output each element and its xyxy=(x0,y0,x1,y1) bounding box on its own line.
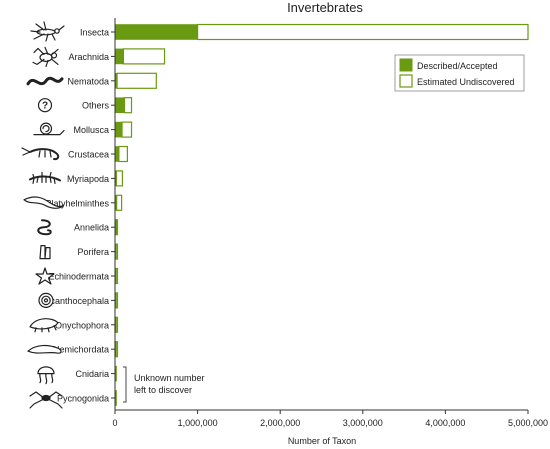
bar-estimated-undiscovered xyxy=(116,72,157,89)
bar-described-accepted xyxy=(114,24,198,40)
icon-part xyxy=(32,171,56,184)
x-tick-label: 2,000,000 xyxy=(260,418,300,428)
x-tick-label: 0 xyxy=(112,418,117,428)
icon-part xyxy=(39,245,51,260)
icon-part xyxy=(30,21,65,42)
category-label: Echinodermata xyxy=(48,272,109,282)
legend-swatch-undiscovered xyxy=(399,74,413,88)
bar-described-accepted xyxy=(114,121,123,138)
acorn-worm-icon xyxy=(27,344,62,354)
category-label: Acanthocephala xyxy=(44,296,109,306)
bar-described-accepted xyxy=(114,146,120,162)
icon-part xyxy=(21,147,52,158)
icon-part xyxy=(38,292,54,308)
question-icon: ? xyxy=(37,98,53,113)
x-tick-label: 4,000,000 xyxy=(425,418,465,428)
x-tick-label: 5,000,000 xyxy=(508,418,548,428)
spider-icon xyxy=(32,46,59,68)
legend-swatch-described xyxy=(399,58,413,72)
category-label: Insecta xyxy=(80,28,109,38)
category-label: Pycnogonida xyxy=(57,394,109,404)
icon-part xyxy=(39,122,53,135)
bar-described-accepted xyxy=(114,97,125,113)
x-tick-label: 1,000,000 xyxy=(178,418,218,428)
category-label: Hemichordata xyxy=(53,345,109,355)
bar-estimated-undiscovered xyxy=(123,97,133,114)
x-tick-label: 3,000,000 xyxy=(343,418,383,428)
category-label: Porifera xyxy=(77,247,109,257)
icon-part xyxy=(39,373,54,385)
velvet-worm-icon xyxy=(29,318,59,333)
icon-part xyxy=(33,125,65,136)
category-label: Cnidaria xyxy=(75,369,109,379)
category-label: Nematoda xyxy=(67,76,109,86)
jellyfish-icon xyxy=(37,366,55,385)
bar-estimated-undiscovered xyxy=(116,194,123,211)
annelid-icon xyxy=(37,219,52,236)
centipede-icon xyxy=(29,171,61,184)
icon-part xyxy=(41,295,51,306)
sea-spider-icon xyxy=(29,391,63,409)
icon-glyph: ? xyxy=(42,101,48,112)
icon-part xyxy=(54,28,60,34)
icon-part xyxy=(43,298,49,303)
snail-icon xyxy=(33,122,65,136)
icon-part xyxy=(37,219,52,236)
category-label: Others xyxy=(82,101,110,111)
legend-label-undiscovered: Estimated Undiscovered xyxy=(417,77,515,87)
icon-part xyxy=(39,52,53,63)
icon-part xyxy=(29,318,59,330)
icon-part xyxy=(34,325,57,333)
category-label: Onychophora xyxy=(55,320,109,330)
insect-icon xyxy=(30,21,65,42)
legend-label-described: Described/Accepted xyxy=(417,61,498,71)
icon-part xyxy=(23,196,65,209)
shrimp-icon xyxy=(21,147,60,161)
bar-described-accepted xyxy=(114,48,124,65)
spiral-worm-icon xyxy=(38,292,54,308)
category-icons: ? xyxy=(21,21,65,409)
bar-estimated-undiscovered xyxy=(118,145,128,163)
sponge-icon xyxy=(39,245,51,260)
category-label: Mollusca xyxy=(73,125,109,135)
category-labels: Insecta Arachnida Nematoda Others Mollusca Cr… xyxy=(44,28,109,404)
category-label: Myriapoda xyxy=(67,174,109,184)
bar-estimated-undiscovered xyxy=(121,121,133,138)
annotation: Unknown number left to discover xyxy=(123,366,205,403)
annotation-bracket xyxy=(123,366,127,403)
icon-part xyxy=(27,344,62,354)
chart-title: Invertebrates xyxy=(287,0,363,15)
x-axis-label: Number of Taxon xyxy=(288,436,356,446)
icon-part xyxy=(29,391,63,409)
icon-part xyxy=(32,46,59,68)
icon-part xyxy=(35,267,55,285)
icon-part xyxy=(29,148,60,161)
legend-box xyxy=(394,54,525,92)
legend: Described/Accepted Estimated Undiscovere… xyxy=(394,54,525,92)
bar-estimated-undiscovered xyxy=(197,23,529,41)
category-label: Platyhelminthes xyxy=(45,198,109,208)
flatworm-icon xyxy=(23,196,65,209)
category-label: Arachnida xyxy=(68,52,109,62)
icon-part xyxy=(26,76,64,86)
icon-part xyxy=(29,175,61,182)
icon-part xyxy=(37,98,53,113)
icon-part xyxy=(37,366,55,375)
annotation-text-line-2: left to discover xyxy=(134,385,192,395)
axes: 0 1,000,000 2,000,000 3,000,000 4,000,000 5,0… xyxy=(111,18,548,428)
starfish-icon xyxy=(35,267,55,285)
category-label: Crustacea xyxy=(68,150,109,160)
bars xyxy=(114,23,529,406)
category-label: Annelida xyxy=(74,223,109,233)
bar-estimated-undiscovered xyxy=(122,48,166,65)
bar-estimated-undiscovered xyxy=(115,170,124,187)
annotation-text-line-1: Unknown number xyxy=(134,373,205,383)
worm-icon xyxy=(26,76,64,86)
